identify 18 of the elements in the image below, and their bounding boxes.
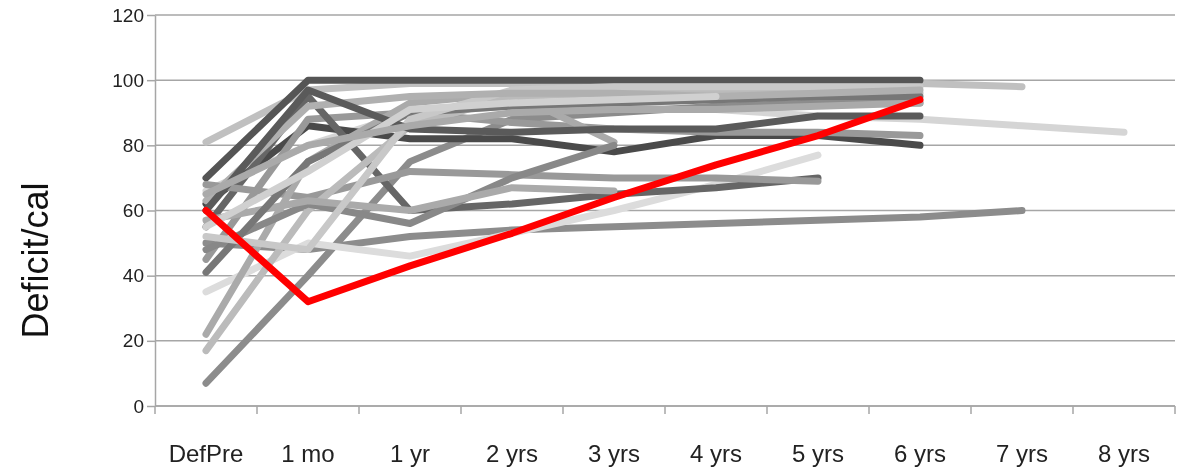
x-tick-label: 7 yrs [995,440,1049,467]
y-tick-label: 20 [122,330,144,352]
x-tick-label: 8 yrs [1097,440,1151,467]
y-axis-title: Deficit/cal [15,182,56,339]
x-tick-label: 1 yr [389,440,431,467]
x-tick-label: 1 mo [281,440,335,467]
x-tick-label: 3 yrs [587,440,641,467]
y-tick-label: 0 [133,395,144,417]
y-tick-label: 60 [122,200,144,222]
x-tick-label: DefPre [168,440,244,467]
x-tick-label: 2 yrs [485,440,539,467]
y-tick-label: 80 [122,134,144,156]
y-tick-label: 120 [112,4,144,26]
x-tick-label: 5 yrs [791,440,845,467]
y-tick-label: 40 [122,265,144,287]
y-tick-label: 100 [112,69,144,91]
x-tick-label: 6 yrs [893,440,947,467]
x-tick-label: 4 yrs [689,440,743,467]
